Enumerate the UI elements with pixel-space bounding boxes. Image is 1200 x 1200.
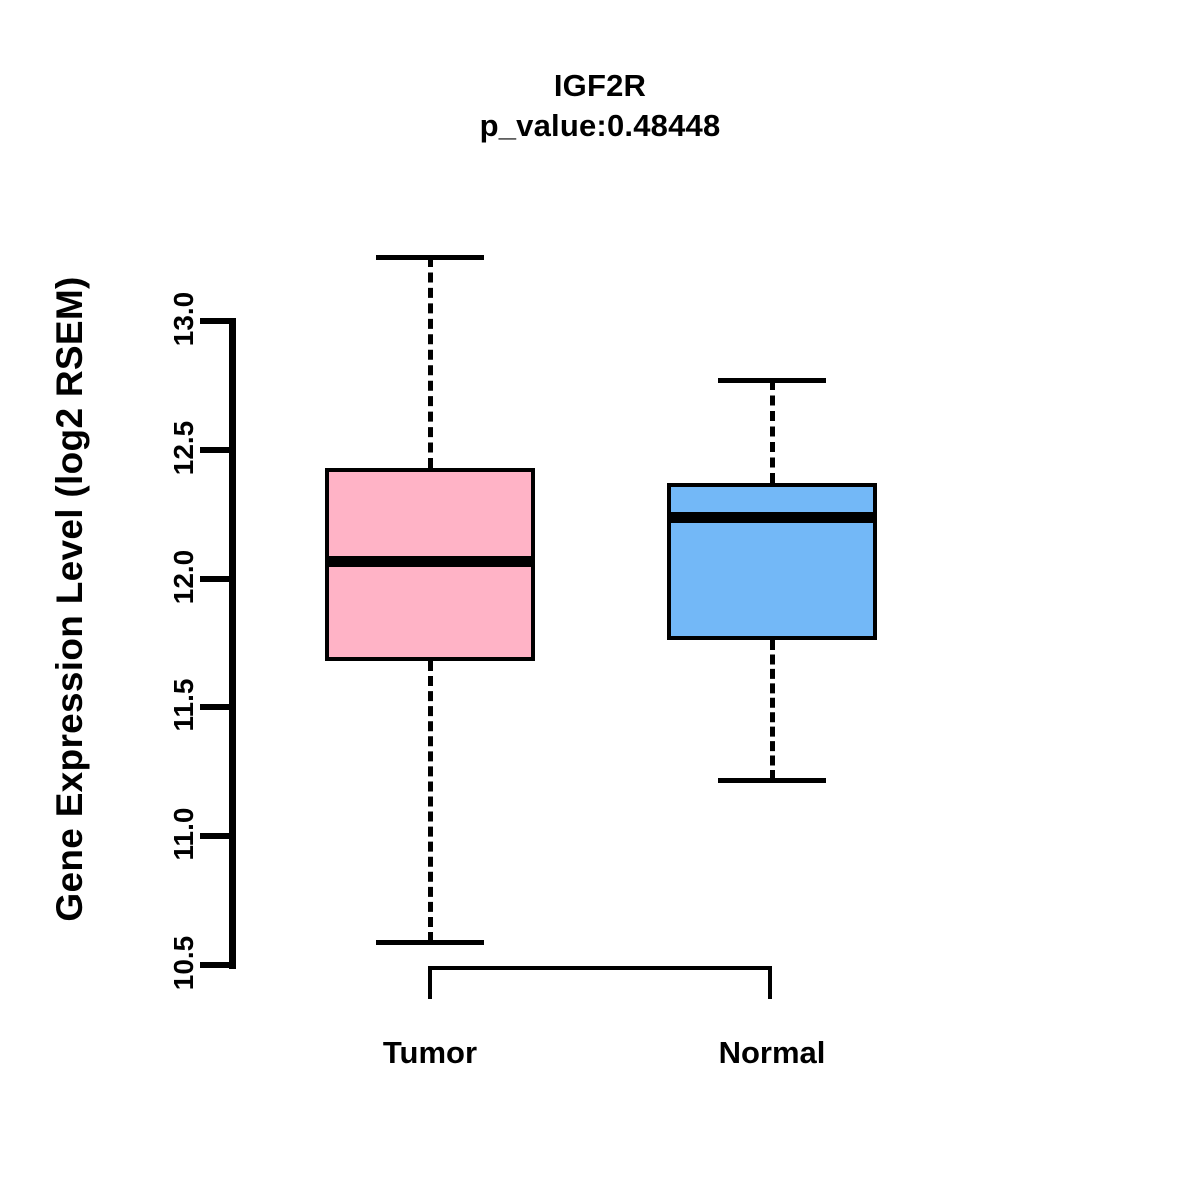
chart-title: IGF2R (553, 68, 647, 103)
median-line-tumor (325, 555, 535, 567)
whisker-cap-lower-normal (718, 777, 826, 783)
y-tick-12.5 (200, 446, 230, 453)
significance-bracket-leg-left (428, 966, 432, 999)
y-tick-11.0 (200, 833, 230, 840)
median-line-normal (667, 511, 877, 523)
significance-bracket-top (428, 966, 772, 970)
y-tick-label-13.0: 13.0 (168, 291, 199, 347)
chart-title-block: IGF2R p_value:0.48448 (0, 66, 1200, 147)
y-tick-13.0 (200, 318, 230, 324)
y-tick-label-12.0: 12.0 (168, 549, 199, 604)
whisker-upper-normal (770, 380, 775, 484)
x-axis-label-normal: Normal (718, 1035, 826, 1070)
y-tick-12.0 (200, 575, 230, 582)
y-tick-11.5 (200, 704, 230, 711)
whisker-upper-tumor (428, 256, 433, 468)
whisker-cap-upper-tumor (376, 254, 484, 260)
whisker-cap-lower-tumor (376, 939, 484, 945)
significance-bracket-leg-right (768, 966, 772, 999)
y-axis-line (229, 318, 236, 969)
y-tick-label-11.0: 11.0 (168, 807, 199, 861)
y-tick-label-12.5: 12.5 (168, 420, 199, 476)
whisker-lower-normal (770, 640, 775, 780)
y-axis-title: Gene Expression Level (log2 RSEM) (49, 276, 90, 922)
y-tick-label-10.5: 10.5 (168, 935, 199, 991)
whisker-cap-upper-normal (718, 378, 826, 384)
chart-subtitle-pvalue: p_value:0.48448 (479, 108, 721, 144)
y-tick-label-11.5: 11.5 (168, 678, 199, 732)
y-tick-10.5 (200, 962, 230, 968)
box-normal (667, 483, 877, 641)
x-axis-label-tumor: Tumor (382, 1035, 478, 1070)
whisker-lower-tumor (428, 661, 433, 942)
